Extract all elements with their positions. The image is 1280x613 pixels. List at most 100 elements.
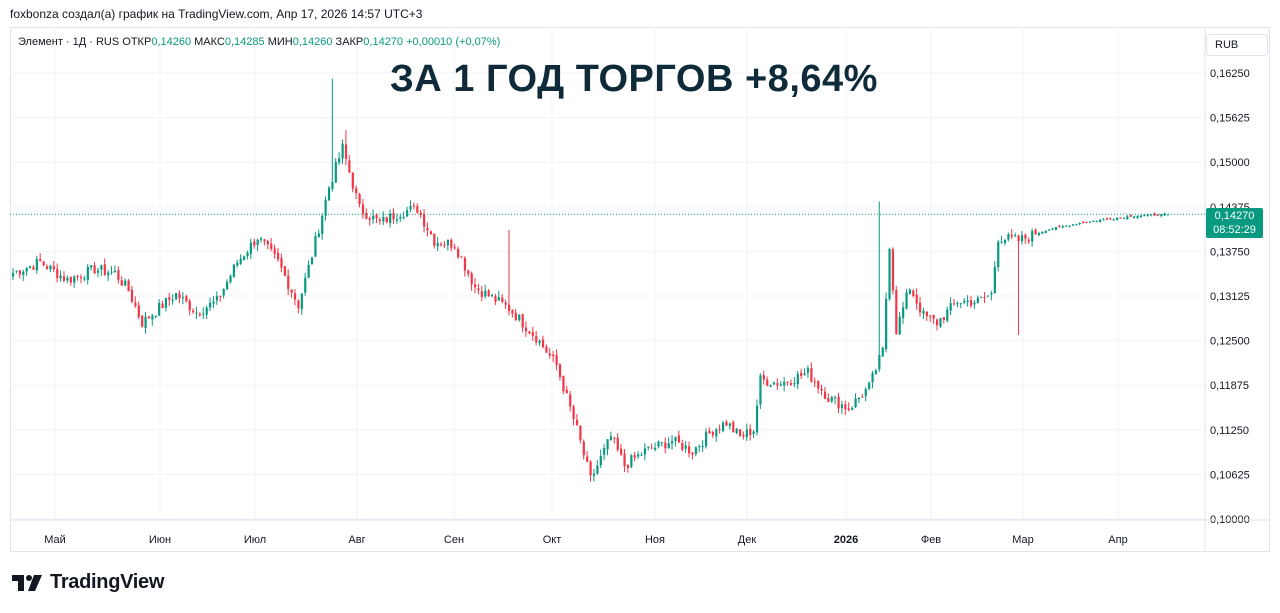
candle-body — [35, 259, 38, 271]
candle-body — [939, 318, 942, 327]
candle-body — [1017, 235, 1020, 242]
candle-body — [548, 353, 551, 356]
candle-body — [474, 284, 477, 288]
candle-body — [487, 290, 490, 297]
candle-body — [908, 289, 912, 294]
x-tick-label: Дек — [738, 534, 757, 546]
candle-body — [827, 398, 830, 402]
x-tick-label: Сен — [444, 534, 464, 546]
candle-body — [300, 293, 303, 310]
x-tick-label: Июн — [149, 534, 171, 546]
candle-body — [100, 265, 103, 270]
candle-body — [966, 300, 969, 303]
candle-body — [297, 300, 300, 309]
candle-body — [198, 314, 202, 316]
candle-body — [586, 456, 589, 462]
x-tick-label: 2026 — [834, 534, 858, 546]
candle-body — [375, 214, 378, 219]
candle-body — [715, 429, 718, 437]
candle-body — [338, 158, 341, 163]
tradingview-logo[interactable]: TradingView — [12, 571, 164, 594]
candle-body — [776, 383, 779, 386]
candle-body — [497, 297, 500, 301]
candle-body — [56, 269, 59, 279]
candle-body — [1092, 220, 1095, 222]
candle-body — [535, 336, 538, 343]
candle-body — [1051, 228, 1054, 230]
candle-body — [229, 275, 232, 283]
candle-body — [226, 281, 229, 290]
candle-body — [745, 429, 748, 438]
candle-body — [993, 266, 996, 294]
candlestick-chart[interactable]: 0,162500,156250,150000,143750,137500,131… — [10, 27, 1270, 552]
candle-body — [728, 423, 731, 427]
candle-body — [1058, 225, 1061, 227]
candle-body — [664, 442, 667, 449]
candle-body — [270, 243, 273, 249]
candle-body — [929, 315, 932, 317]
candle-body — [49, 265, 52, 270]
candle-body — [124, 280, 127, 286]
candle-body — [280, 258, 283, 268]
last-price-tag: 0,14270 08:52:29 — [1206, 208, 1263, 238]
candle-body — [130, 289, 134, 302]
tradingview-logo-icon — [12, 574, 42, 591]
x-tick-label: Окт — [543, 534, 562, 546]
candle-body — [423, 213, 426, 227]
candle-body — [810, 368, 813, 382]
candle-body — [830, 396, 833, 402]
candle-body — [1031, 230, 1034, 242]
candle-body — [266, 240, 269, 245]
candle-body — [171, 299, 174, 301]
candle-body — [202, 313, 205, 315]
candle-body — [1027, 239, 1030, 242]
candle-body — [868, 382, 871, 389]
low-value: 0,14260 — [292, 36, 333, 48]
close-label: ЗАКР — [335, 36, 364, 48]
candle-body — [518, 314, 521, 321]
candle-body — [864, 389, 867, 397]
candle-body — [426, 227, 429, 231]
candle-body — [341, 143, 344, 159]
candle-body — [874, 370, 878, 374]
candle-body — [851, 407, 854, 410]
candle-body — [236, 262, 239, 266]
candle-body — [1099, 220, 1102, 223]
open-value: 0,14260 — [151, 36, 192, 48]
candle-body — [446, 239, 450, 246]
candle-body — [942, 317, 945, 320]
candle-body — [259, 238, 263, 240]
candle-body — [477, 288, 480, 291]
candle-body — [22, 271, 25, 275]
candle-body — [263, 239, 266, 242]
candle-body — [15, 270, 18, 272]
open-label: ОТКР — [122, 36, 152, 48]
candle-body — [321, 215, 324, 235]
candle-body — [507, 304, 511, 312]
candle-body — [671, 440, 674, 444]
candle-body — [344, 144, 348, 160]
candle-body — [511, 309, 514, 314]
candle-body — [592, 473, 596, 476]
candle-body — [596, 465, 599, 474]
currency-button[interactable]: RUB — [1206, 34, 1268, 56]
candle-body — [541, 339, 545, 348]
candle-body — [368, 218, 371, 220]
change-value: +0,00010 (+0,07%) — [406, 36, 501, 48]
candle-body — [334, 161, 337, 183]
candle-body — [599, 456, 602, 466]
high-label: МАКС — [194, 36, 225, 48]
candle-body — [243, 256, 246, 260]
candle-body — [681, 442, 684, 450]
tradingview-logo-text: TradingView — [50, 571, 165, 593]
candle-body — [372, 215, 375, 220]
candle-body — [997, 241, 1000, 268]
low-label: МИН — [267, 36, 293, 48]
x-tick-label: Май — [44, 534, 66, 546]
candle-body — [919, 302, 922, 313]
symbol-info: Элемент · 1Д · RUS — [18, 36, 120, 48]
candle-body — [117, 270, 120, 280]
candle-body — [562, 375, 565, 392]
candle-body — [783, 381, 786, 386]
candle-body — [144, 316, 147, 329]
